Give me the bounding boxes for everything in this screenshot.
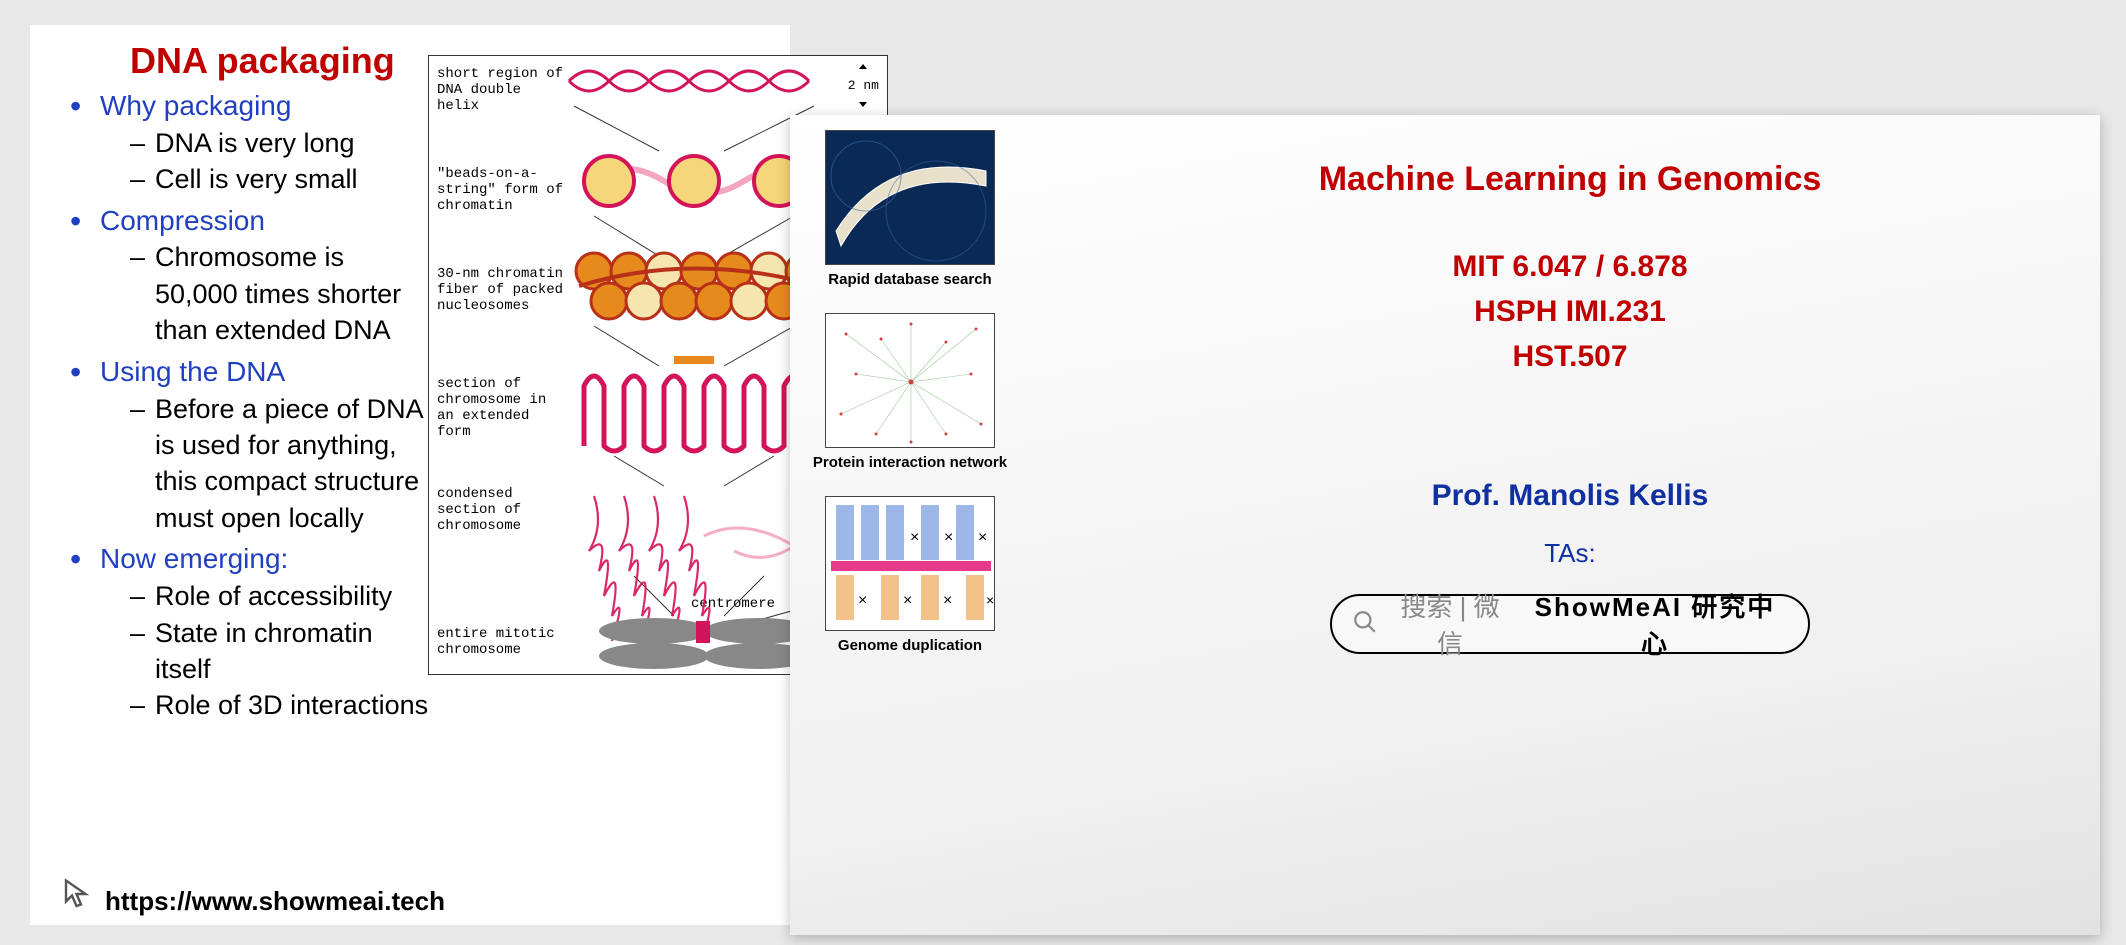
bullet-item: Chromosome is 50,000 times shorter than … <box>130 239 430 348</box>
cursor-icon <box>60 876 96 917</box>
thumb-caption: Rapid database search <box>810 271 1010 288</box>
slide-dna-packaging: DNA packaging Why packaging DNA is very … <box>30 25 790 925</box>
svg-text:×: × <box>986 592 994 608</box>
thumb-caption: Genome duplication <box>810 637 1010 654</box>
professor-name: Prof. Manolis Kellis <box>1070 479 2070 513</box>
course-code: MIT 6.047 / 6.878 <box>1070 244 2070 289</box>
course-code: HSPH IMI.231 <box>1070 289 2070 334</box>
bullet-item: Role of accessibility <box>130 578 430 614</box>
diagram-label: "beads-on-a-string" form of chromatin <box>437 166 567 214</box>
thumb-protein-network <box>825 313 995 448</box>
tas-label: TAs: <box>1070 538 2070 569</box>
diagram-label: entire mitotic chromosome <box>437 626 567 658</box>
bullet-item: Before a piece of DNA is used for anythi… <box>130 391 430 537</box>
wechat-search-pill[interactable]: 搜索 | 微信 ShowMeAI 研究中心 <box>1330 594 1810 654</box>
bullet-item: State in chromatin itself <box>130 615 430 688</box>
diagram-label: section of chromosome in an extended for… <box>437 376 567 440</box>
svg-text:×: × <box>944 529 953 546</box>
thumbnail-column: Rapid database search <box>810 130 1010 679</box>
course-codes: MIT 6.047 / 6.878 HSPH IMI.231 HST.507 <box>1070 244 2070 379</box>
bullet-item: DNA is very long <box>130 125 430 161</box>
diagram-label: condensed section of chromosome <box>437 486 567 534</box>
svg-text:×: × <box>903 592 912 609</box>
course-title-slide: Rapid database search <box>790 115 2100 935</box>
thumb-genome-duplication: × × × × × × × <box>825 496 995 631</box>
svg-text:×: × <box>978 529 987 546</box>
bullet-heading: Now emerging: <box>100 543 288 574</box>
search-hint: 搜索 | 微信 <box>1388 587 1512 661</box>
course-code: HST.507 <box>1070 334 2070 379</box>
svg-text:×: × <box>858 592 867 609</box>
thumb-caption: Protein interaction network <box>810 454 1010 471</box>
search-icon <box>1352 609 1378 640</box>
diagram-label: 30-nm chromatin fiber of packed nucleoso… <box>437 266 567 314</box>
site-url[interactable]: https://www.showmeai.tech <box>105 886 445 917</box>
bullet-heading: Why packaging <box>100 90 291 121</box>
svg-text:×: × <box>943 592 952 609</box>
diagram-label: short region of DNA double helix <box>437 66 567 114</box>
bullet-heading: Using the DNA <box>100 356 285 387</box>
bullet-heading: Compression <box>100 205 265 236</box>
thumb-database-search <box>825 130 995 265</box>
course-info: Machine Learning in Genomics MIT 6.047 /… <box>1070 160 2070 654</box>
bullet-item: Cell is very small <box>130 161 430 197</box>
svg-text:×: × <box>910 529 919 546</box>
course-title: Machine Learning in Genomics <box>1070 160 2070 199</box>
bullet-item: Role of 3D interactions <box>130 687 430 723</box>
search-brand: ShowMeAI 研究中心 <box>1522 587 1788 661</box>
